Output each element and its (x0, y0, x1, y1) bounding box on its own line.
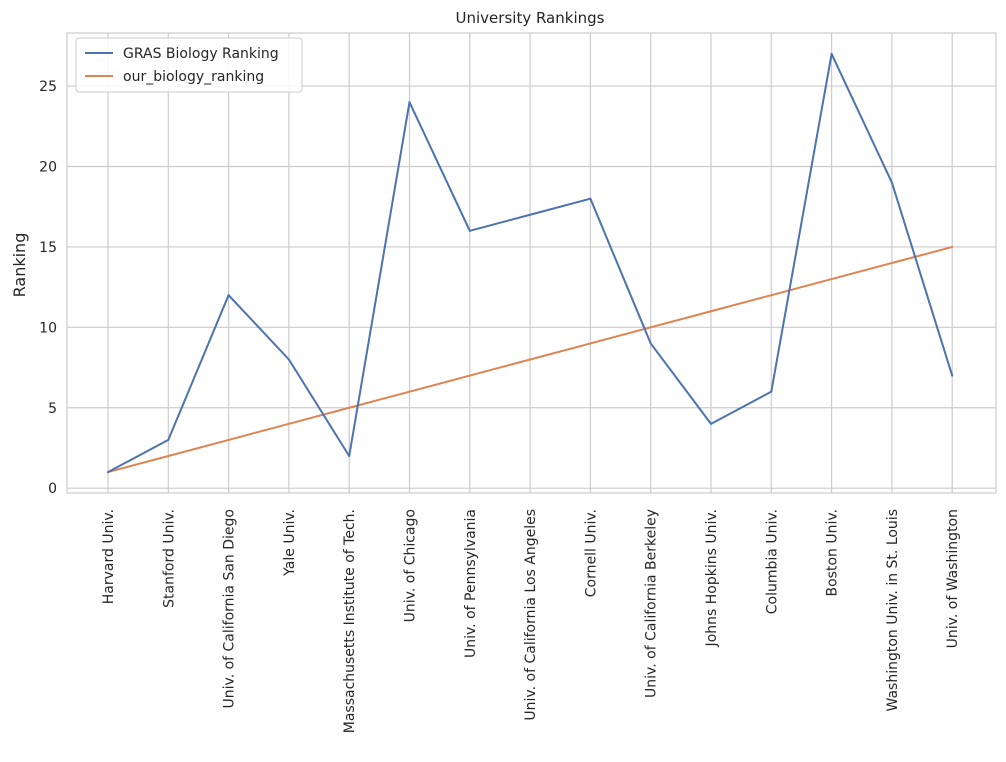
x-tick-label: Univ. of California San Diego (222, 509, 238, 709)
data-point (710, 310, 712, 313)
x-axis-ticks: Harvard Univ. Stanford Univ. Univ. of Cali… (101, 509, 961, 733)
data-point (830, 52, 833, 55)
x-tick-label: Univ. of Washington (945, 509, 961, 648)
data-point (529, 213, 532, 216)
y-tick-label: 25 (39, 79, 57, 95)
x-tick-label: Univ. of Pennsylvania (463, 509, 479, 658)
x-tick-label: Johns Hopkins Univ. (704, 509, 720, 647)
data-point (649, 326, 652, 329)
data-point (167, 455, 170, 458)
x-tick-label: Stanford Univ. (161, 509, 177, 608)
x-tick-label: Harvard Univ. (101, 509, 117, 604)
data-point (408, 101, 411, 104)
data-point (348, 455, 351, 458)
data-point (468, 229, 471, 232)
data-point (951, 245, 954, 248)
data-point (167, 438, 170, 441)
data-point (890, 262, 893, 264)
data-point (951, 374, 954, 377)
plot-area-frame (66, 32, 997, 494)
data-point (348, 406, 351, 409)
data-point (227, 294, 230, 297)
data-point (710, 422, 712, 425)
data-point (770, 390, 773, 393)
data-point (589, 197, 592, 200)
y-tick-label: 15 (39, 240, 57, 256)
x-tick-label: Washington Univ. in St. Louis (885, 509, 901, 712)
y-tick-label: 20 (39, 159, 57, 175)
y-axis-ticks: 0 5 10 15 20 25 (39, 79, 57, 497)
y-tick-label: 0 (48, 481, 57, 497)
data-point (830, 278, 833, 281)
grid (67, 33, 996, 493)
data-point (287, 422, 290, 425)
y-tick-label: 5 (48, 401, 57, 417)
data-point (589, 342, 592, 345)
legend-box (75, 37, 303, 93)
y-axis-label: Ranking (10, 233, 29, 298)
data-point (468, 374, 471, 377)
chart-title: University Rankings (456, 9, 605, 27)
x-tick-label: Univ. of California Los Angeles (523, 509, 539, 721)
x-tick-label: Cornell Univ. (583, 509, 599, 597)
x-tick-label: Univ. of California Berkeley (644, 509, 660, 698)
data-point (107, 471, 109, 474)
data-point (770, 294, 773, 297)
x-tick-label: Columbia Univ. (764, 509, 780, 614)
data-point (227, 438, 230, 441)
legend-label-ours: our_biology_ranking (123, 69, 264, 85)
legend: GRAS Biology Ranking our_biology_ranking (75, 37, 303, 93)
series-lines (107, 52, 954, 474)
data-point (529, 358, 532, 361)
legend-label-gras: GRAS Biology Ranking (123, 46, 279, 62)
data-point (408, 390, 411, 393)
x-tick-label: Boston Univ. (825, 509, 841, 597)
x-tick-label: Univ. of Chicago (403, 509, 419, 622)
data-point (649, 342, 652, 345)
y-tick-label: 10 (39, 320, 57, 336)
x-tick-label: Massachusetts Institute of Tech. (342, 509, 358, 733)
x-tick-label: Yale Univ. (282, 509, 298, 577)
data-point (890, 181, 893, 184)
data-point (287, 358, 290, 361)
